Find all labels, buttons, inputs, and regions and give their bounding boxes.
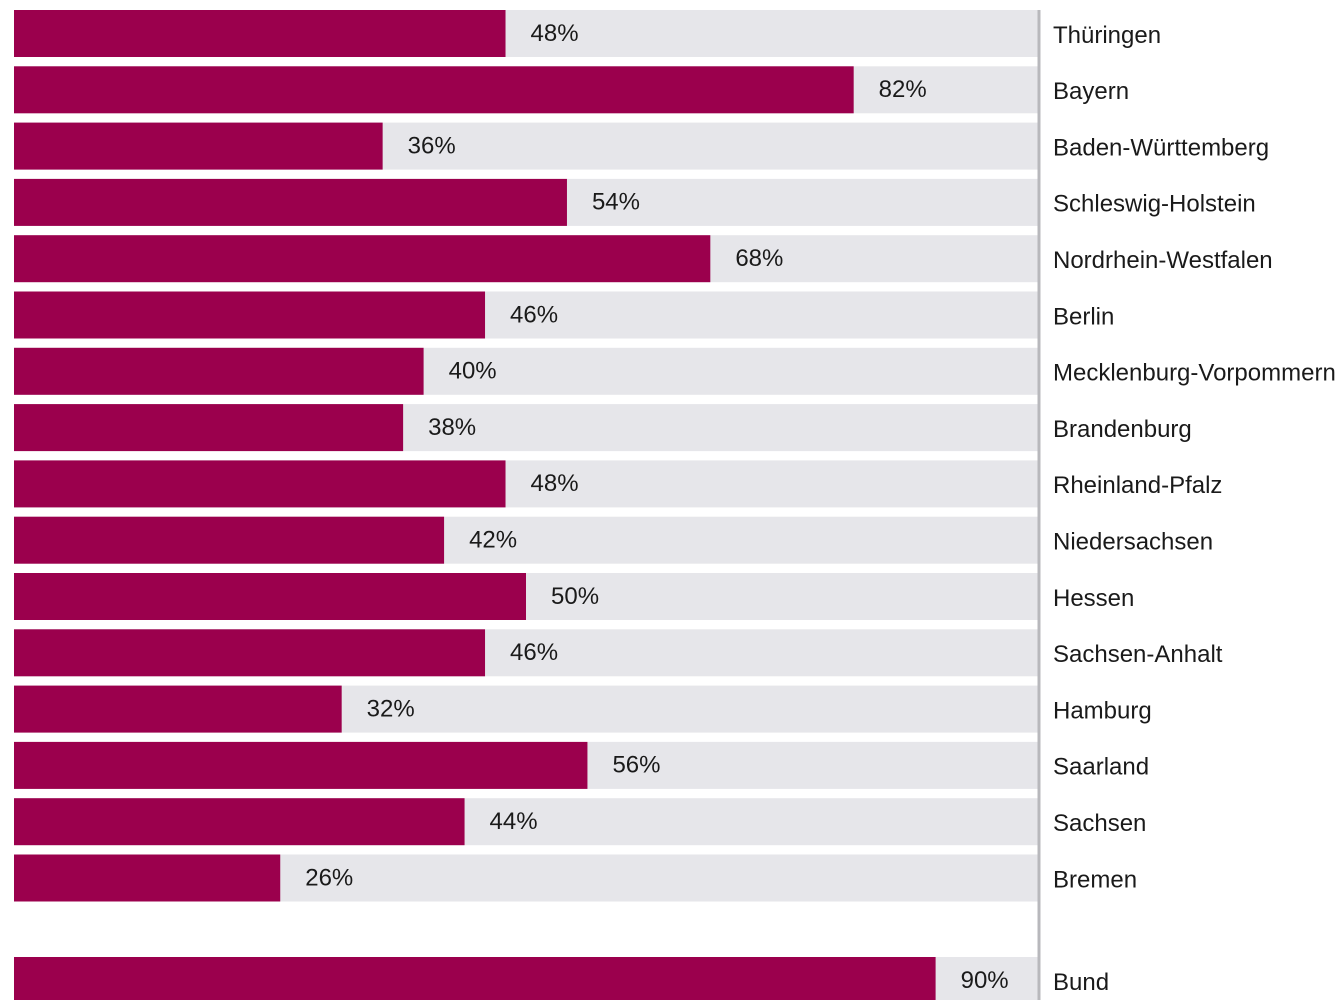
category-label: Bayern: [1053, 78, 1129, 105]
bar-10: [14, 573, 526, 620]
bar-8: [14, 460, 506, 508]
bar-13: [14, 741, 588, 789]
category-label: Rheinland-Pfalz: [1053, 472, 1222, 499]
value-label: 44%: [490, 808, 538, 835]
category-label: Bund: [1053, 969, 1109, 996]
value-label: 36%: [408, 132, 456, 159]
bar-14: [14, 798, 465, 846]
value-label: 26%: [305, 864, 353, 891]
category-label: Bremen: [1053, 866, 1137, 893]
bar-9: [14, 516, 445, 564]
category-label: Sachsen-Anhalt: [1053, 641, 1223, 668]
value-label: 56%: [612, 752, 660, 779]
value-label: 32%: [367, 695, 415, 722]
value-label: 46%: [510, 301, 558, 328]
category-label: Thüringen: [1053, 22, 1161, 49]
bar-3: [14, 178, 567, 226]
bar-5: [14, 291, 486, 339]
bar-4: [14, 235, 711, 283]
category-label: Schleswig-Holstein: [1053, 191, 1256, 218]
category-label: Niedersachsen: [1053, 529, 1213, 556]
value-label: 90%: [961, 967, 1009, 994]
category-label: Berlin: [1053, 303, 1114, 330]
bar-7: [14, 404, 404, 452]
value-label: 48%: [531, 470, 579, 497]
value-label: 38%: [428, 414, 476, 441]
bar-11: [14, 629, 486, 677]
bar-15: [14, 854, 281, 902]
value-label: 82%: [879, 76, 927, 103]
category-label: Sachsen: [1053, 810, 1146, 837]
category-label: Brandenburg: [1053, 416, 1192, 443]
bar-rows: 48% Thüringen 82% Bayern 36% Baden-Württember…: [14, 10, 1336, 1000]
bar-0: [14, 10, 506, 57]
bar-1: [14, 66, 854, 114]
category-label: Baden-Württemberg: [1053, 134, 1269, 161]
value-label: 42%: [469, 527, 517, 554]
bar-total: [14, 957, 936, 1000]
bar-6: [14, 347, 424, 395]
value-label: 48%: [531, 20, 579, 47]
category-label: Hessen: [1053, 585, 1134, 612]
value-label: 40%: [449, 358, 497, 385]
category-label: Nordrhein-Westfalen: [1053, 247, 1273, 274]
value-label: 50%: [551, 583, 599, 610]
category-label: Saarland: [1053, 754, 1149, 781]
bar-12: [14, 685, 342, 733]
value-label: 68%: [735, 245, 783, 272]
category-label: Mecklenburg-Vorpommern: [1053, 360, 1336, 387]
value-label: 46%: [510, 639, 558, 666]
category-label: Hamburg: [1053, 697, 1152, 724]
value-label: 54%: [592, 189, 640, 216]
bar-2: [14, 122, 383, 170]
